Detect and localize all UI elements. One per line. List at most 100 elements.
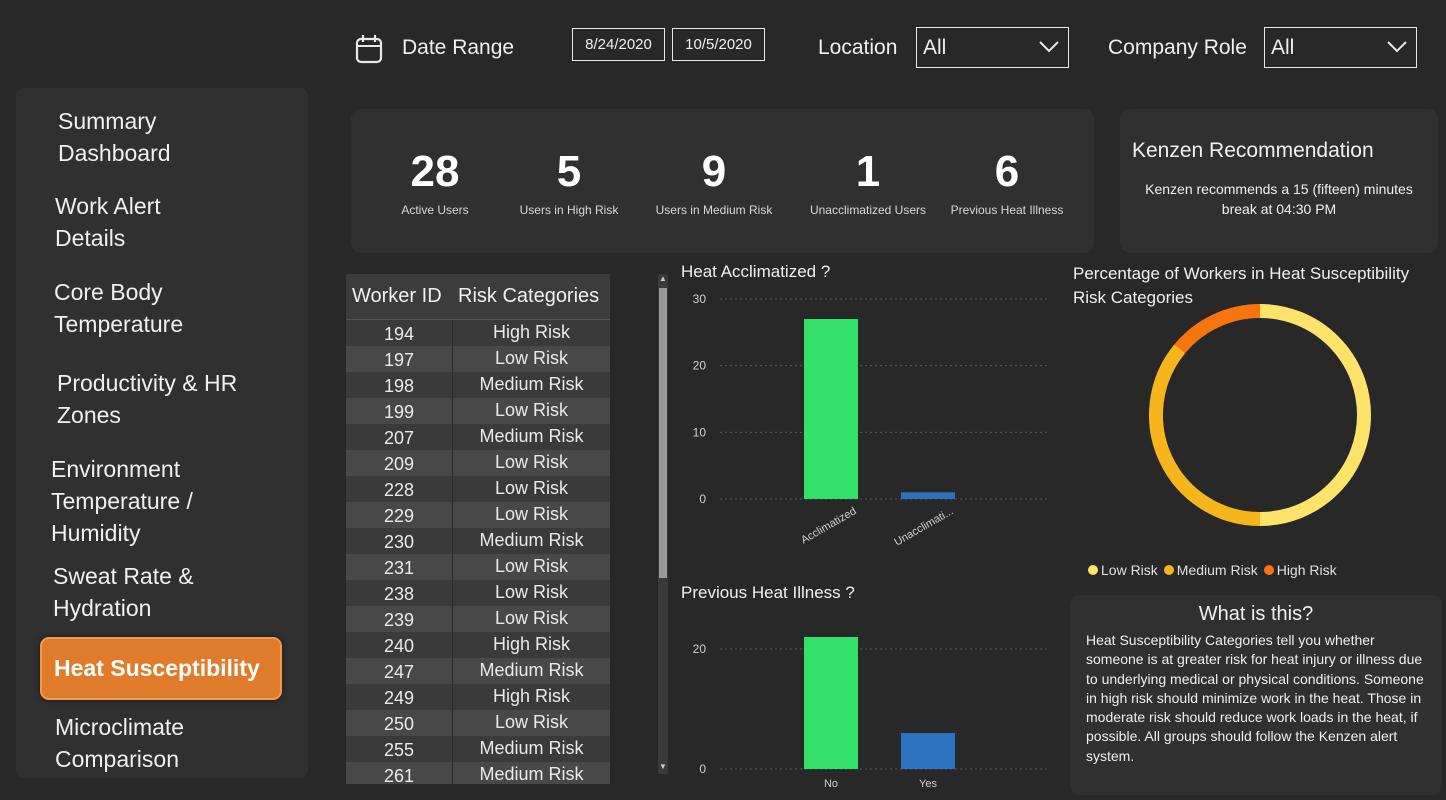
kpi-active-users: 28 Active Users	[365, 147, 505, 217]
date-end-input[interactable]: 10/5/2020	[672, 28, 765, 61]
sidebar-item-environment-temperature-humidity[interactable]: Environment Temperature / Humidity	[51, 453, 193, 549]
nav-label-line: Details	[55, 225, 126, 251]
company-role-select[interactable]: All	[1264, 27, 1417, 68]
cell-worker-id: 198	[383, 376, 415, 396]
cell-risk-category: Medium Risk	[452, 658, 610, 684]
table-row[interactable]: 198 Medium Risk	[346, 372, 610, 398]
y-tick-label: 20	[693, 642, 707, 656]
table-row[interactable]: 229 Low Risk	[346, 502, 610, 528]
legend-label: Low Risk	[1101, 562, 1158, 578]
donut-chart-title: Percentage of Workers in Heat Susceptibi…	[1073, 262, 1433, 310]
donut-title-line: Percentage of Workers in Heat Susceptibi…	[1073, 264, 1410, 283]
table-scrollbar[interactable]: ▲ ▼	[658, 274, 668, 774]
chevron-down-icon	[1039, 41, 1059, 53]
recommendation-line: break at 04:30 PM	[1221, 201, 1337, 217]
cell-risk-category: Medium Risk	[452, 528, 610, 554]
date-range-label: Date Range	[402, 36, 515, 59]
x-tick-label: Acclimatized	[799, 505, 858, 546]
heat-acclimatized-chart: 0 10 20 30 Acclimatized Unacclimati...	[693, 292, 1048, 549]
kpi-medium-risk: 9 Users in Medium Risk	[644, 147, 784, 217]
table-row[interactable]: 255 Medium Risk	[346, 736, 610, 762]
nav-label-line: Dashboard	[58, 140, 171, 166]
legend-item-medium-risk[interactable]: Medium Risk	[1163, 562, 1258, 578]
sidebar-item-core-body-temperature[interactable]: Core Body Temperature	[54, 276, 183, 340]
y-tick-label: 20	[693, 359, 707, 373]
table-row[interactable]: 240 High Risk	[346, 632, 610, 658]
kpi-label: Previous Heat Illness	[950, 203, 1064, 217]
x-tick-label: Yes	[919, 778, 937, 790]
table-row[interactable]: 247 Medium Risk	[346, 658, 610, 684]
kpi-value: 9	[701, 147, 727, 196]
nav-label-line: Sweat Rate &	[53, 563, 194, 589]
donut-slice-medium-risk[interactable]	[1149, 344, 1261, 526]
sidebar-item-sweat-rate-hydration[interactable]: Sweat Rate & Hydration	[53, 560, 194, 624]
info-line: system.	[1086, 747, 1135, 764]
table-row[interactable]: 238 Low Risk	[346, 580, 610, 606]
cell-risk-category: Low Risk	[452, 346, 610, 372]
cell-risk-category: High Risk	[452, 320, 610, 346]
bar-yes[interactable]	[901, 733, 955, 769]
column-header-risk-categories[interactable]: Risk Categories	[458, 285, 600, 307]
table-row[interactable]: 250 Low Risk	[346, 710, 610, 736]
info-text: Heat Susceptibility Categories tell you …	[1086, 631, 1440, 766]
cell-worker-id: 199	[383, 402, 415, 422]
scrollbar-thumb[interactable]	[659, 288, 667, 578]
scroll-up-icon[interactable]: ▲	[659, 274, 667, 283]
table-row[interactable]: 197 Low Risk	[346, 346, 610, 372]
sidebar-item-summary-dashboard[interactable]: Summary Dashboard	[58, 105, 171, 169]
table-row[interactable]: 249 High Risk	[346, 684, 610, 710]
nav-label-line: Productivity & HR	[57, 370, 238, 396]
legend-dot	[1088, 565, 1098, 575]
table-row[interactable]: 261 Medium Risk	[346, 762, 610, 784]
cell-risk-category: Low Risk	[452, 476, 610, 502]
cell-worker-id: 250	[383, 714, 415, 734]
table-row[interactable]: 194 High Risk	[346, 320, 610, 346]
kpi-label: Unacclimatized Users	[809, 203, 927, 217]
kpi-unacclimatized: 1 Unacclimatized Users	[798, 147, 938, 217]
column-header-worker-id[interactable]: Worker ID	[352, 285, 442, 307]
bar-no[interactable]	[804, 637, 858, 769]
legend-item-low-risk[interactable]: Low Risk	[1088, 562, 1158, 578]
y-tick-label: 0	[699, 492, 706, 506]
nav-label-line: Core Body	[54, 279, 163, 305]
bar-unacclimati[interactable]	[901, 492, 955, 499]
table-row[interactable]: 199 Low Risk	[346, 398, 610, 424]
recommendation-text: Kenzen recommends a 15 (fifteen) minutes…	[1120, 179, 1438, 219]
donut-slice-high-risk[interactable]	[1174, 304, 1261, 354]
calendar-icon[interactable]	[355, 34, 383, 64]
table-row[interactable]: 231 Low Risk	[346, 554, 610, 580]
scroll-down-icon[interactable]: ▼	[659, 762, 667, 771]
sidebar-item-heat-susceptibility[interactable]: Heat Susceptibility	[40, 637, 282, 700]
cell-worker-id: 238	[383, 584, 415, 604]
table-row[interactable]: 209 Low Risk	[346, 450, 610, 476]
chart-title-heat-acclimatized: Heat Acclimatized ?	[681, 262, 831, 281]
legend-item-high-risk[interactable]: High Risk	[1263, 562, 1337, 578]
sidebar-item-work-alert-details[interactable]: Work Alert Details	[55, 190, 161, 254]
x-tick-label: Unacclimati...	[892, 505, 955, 548]
table-row[interactable]: 239 Low Risk	[346, 606, 610, 632]
previous-heat-illness-chart: 0 20 No Yes	[693, 637, 1048, 790]
legend-label: Medium Risk	[1176, 562, 1258, 578]
info-line: to underlying medical or physical condit…	[1086, 670, 1424, 687]
donut-slice-low-risk[interactable]	[1259, 304, 1371, 526]
cell-worker-id: 229	[383, 506, 415, 526]
cell-worker-id: 228	[383, 480, 415, 500]
kpi-label: Users in High Risk	[519, 203, 619, 217]
cell-risk-category: Low Risk	[452, 502, 610, 528]
sidebar-item-productivity-hr-zones[interactable]: Productivity & HR Zones	[57, 367, 237, 431]
table-row[interactable]: 230 Medium Risk	[346, 528, 610, 554]
bar-acclimatized[interactable]	[804, 319, 858, 499]
nav-label-line: Heat Susceptibility	[54, 655, 260, 681]
table-row[interactable]: 228 Low Risk	[346, 476, 610, 502]
kpi-label: Users in Medium Risk	[655, 203, 773, 217]
table-row[interactable]: 207 Medium Risk	[346, 424, 610, 450]
sidebar-item-microclimate-comparison[interactable]: Microclimate Comparison	[55, 711, 184, 775]
nav-label-line: Comparison	[55, 746, 179, 772]
y-tick-label: 0	[699, 762, 706, 776]
cell-worker-id: 207	[383, 428, 415, 448]
location-select[interactable]: All	[916, 27, 1069, 68]
info-line: possible. All groups should follow the K…	[1086, 728, 1398, 745]
table-header: Worker ID Risk Categories	[346, 274, 610, 320]
info-title: What is this?	[1198, 603, 1314, 625]
date-start-input[interactable]: 8/24/2020	[572, 28, 665, 61]
